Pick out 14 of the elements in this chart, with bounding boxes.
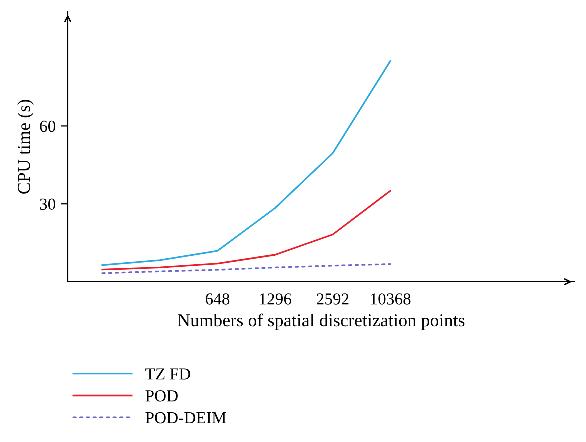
x-tick-label: 10368 [371,294,411,305]
y-tick-label: 30 [40,198,56,210]
x-tick-label: 1296 [260,294,292,305]
y-tick-label: 60 [40,120,56,132]
line-series [102,264,392,274]
legend-label: TZ FD [146,368,190,380]
legend-label: POD [146,390,178,402]
x-tick-label: 648 [206,294,230,305]
line-series [102,60,392,266]
x-tick-label: 2592 [317,294,349,305]
y-axis-title: CPU time (s) [18,100,34,194]
x-axis-title: Numbers of spatial discretization points [178,314,465,330]
line-series [102,190,392,271]
legend-label: POD-DEIM [146,412,226,424]
